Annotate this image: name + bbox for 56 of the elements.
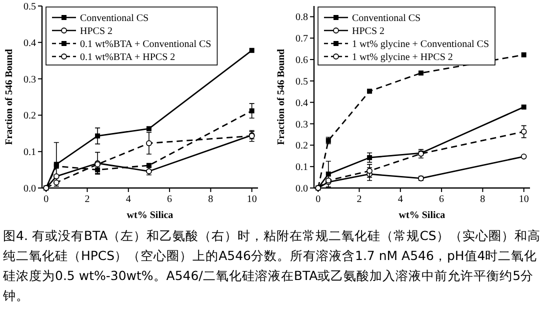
point <box>520 154 527 160</box>
y-axis-title: Fraction of 546 Bound <box>4 48 15 145</box>
x-tick-label: 4 <box>126 194 131 205</box>
y-tick-label: 0.3 <box>24 74 36 86</box>
point <box>146 162 152 168</box>
legend-label: HPCS 2 <box>80 26 113 37</box>
x-tick-label: 4 <box>398 194 403 205</box>
x-tick-label: 8 <box>480 194 486 205</box>
point <box>366 168 372 174</box>
point <box>367 155 372 160</box>
x-tick-label: 10 <box>518 194 529 205</box>
x-tick-label: 8 <box>208 194 214 205</box>
legend-label: 1 wt% glycine + Conventional CS <box>352 39 490 50</box>
x-axis-title: wt% Silica <box>126 210 174 221</box>
point <box>326 172 331 177</box>
y-tick-label: 0.1 <box>296 162 308 174</box>
legend-label: Conventional CS <box>352 13 421 24</box>
x-tick-label: 0 <box>44 194 49 205</box>
y-tick-label: 0.4 <box>24 38 36 49</box>
legend-label: HPCS 2 <box>352 26 385 37</box>
point <box>521 52 526 58</box>
y-tick-label: 0.3 <box>296 119 308 130</box>
y-tick-label: 0.5 <box>296 76 308 88</box>
y-tick-label: 0.7 <box>296 34 308 45</box>
y-tick-label: 0.4 <box>296 98 308 109</box>
point <box>520 128 527 135</box>
point <box>146 140 152 146</box>
y-tick-label: 0.1 <box>24 147 36 158</box>
point <box>146 126 152 132</box>
legend-label: 1 wt% glycine + HPCS 2 <box>352 52 453 63</box>
point <box>521 104 526 110</box>
x-tick-label: 2 <box>356 194 362 205</box>
x-tick-label: 2 <box>84 194 90 205</box>
y-tick-label: 0.8 <box>296 12 308 24</box>
legend-label: 0.1 wt%BTA + HPCS 2 <box>80 52 176 63</box>
point <box>367 88 372 94</box>
x-tick-label: 10 <box>246 194 257 205</box>
point <box>95 133 100 138</box>
x-tick-label: 0 <box>316 194 321 205</box>
y-tick-label: 0.2 <box>24 110 36 122</box>
y-tick-label: 0.5 <box>24 2 36 12</box>
caption: 图4. 有或没有BTA（左）和乙氨酸（右）时，粘附在常规二氧化硅（常规CS）（实心圈）和高纯二氧化硅（HPCS）（空心圈）上的A546分数。所有溶液含1.7 nM A546，pH值4时二氧化硅浓度为0.5 wt%-30wt%。A546/二氧化硅溶液在BTA或乙氨酸加入溶液中前允许平衡约5分钟。 <box>3 227 541 305</box>
y-tick-label: 0.2 <box>296 140 308 152</box>
x-tick-label: 6 <box>439 194 444 205</box>
x-tick-label: 6 <box>167 194 172 205</box>
point <box>249 48 254 53</box>
legend-label: 0.1 wt%BTA + Conventional CS <box>80 39 212 50</box>
y-tick-label: 0.0 <box>296 184 308 194</box>
y-tick-label: 0.0 <box>24 184 36 194</box>
point <box>418 70 424 76</box>
y-tick-label: 0.6 <box>296 55 308 66</box>
legend-label: Conventional CS <box>80 13 149 24</box>
y-axis-title: Fraction of 546 Bound <box>276 48 287 145</box>
point <box>249 108 254 114</box>
x-axis-title: wt% Silica <box>398 210 446 221</box>
point <box>53 180 60 186</box>
